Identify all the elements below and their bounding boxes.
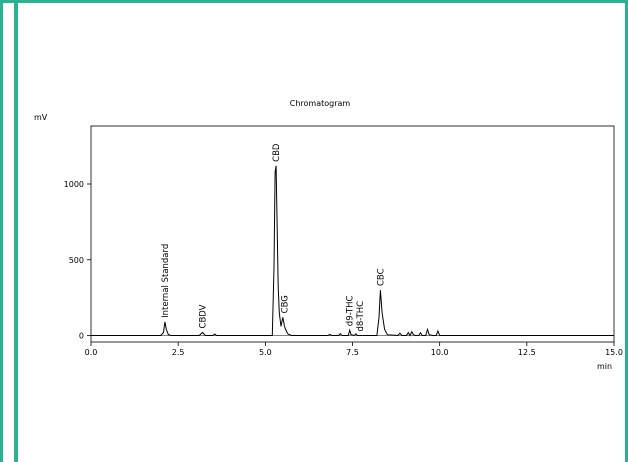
panel-accent-rule xyxy=(14,3,18,462)
y-axis-unit: mV xyxy=(34,113,48,122)
y-tick-label: 1000 xyxy=(64,180,84,189)
y-tick-label: 0 xyxy=(79,332,84,341)
peak-labels: Internal Standard CBDV CBD CBG d9-THC d8-THC C… xyxy=(161,143,386,331)
x-tick-label: 5.0 xyxy=(259,348,272,357)
peak-label: CBG xyxy=(281,295,291,313)
x-tick-label: 7.5 xyxy=(346,348,359,357)
x-tick-label: 2.5 xyxy=(172,348,185,357)
peak-label: d8-THC xyxy=(356,301,366,332)
chromatogram-trace xyxy=(91,165,614,337)
x-tick-label: 0.0 xyxy=(85,348,98,357)
peak-label: CBD xyxy=(272,143,282,162)
x-axis-unit: min xyxy=(597,362,612,371)
peak-label: CBC xyxy=(376,268,386,286)
chart-title: Chromatogram xyxy=(290,99,351,108)
x-tick-label: 10.0 xyxy=(431,348,449,357)
x-tick-label: 15.0 xyxy=(605,348,623,357)
x-tick-label: 12.5 xyxy=(518,348,536,357)
peak-label: d9-THC xyxy=(346,296,356,327)
peak-label: CBDV xyxy=(199,304,209,328)
axis-ticks: 0.0 2.5 5.0 7.5 10.0 12.5 15.0 0 500 1000 xyxy=(64,180,623,357)
y-tick-label: 500 xyxy=(69,256,84,265)
peak-label: Internal Standard xyxy=(161,244,171,318)
